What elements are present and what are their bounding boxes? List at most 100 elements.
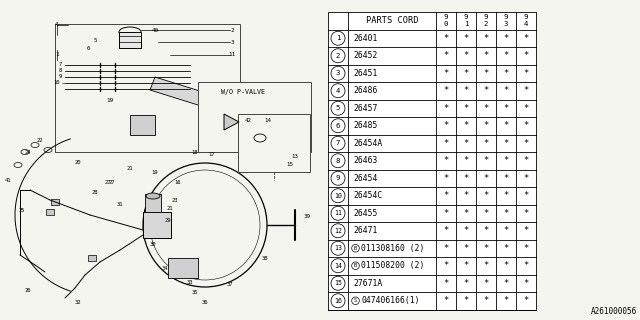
Text: 7: 7 [336, 140, 340, 146]
Text: *: * [524, 34, 529, 43]
Text: 047406166(1): 047406166(1) [361, 296, 419, 305]
Text: 24: 24 [25, 149, 31, 155]
Text: 26454A: 26454A [353, 139, 382, 148]
Text: *: * [524, 174, 529, 183]
Ellipse shape [229, 101, 237, 115]
Text: 23: 23 [172, 197, 179, 203]
Text: *: * [483, 156, 488, 165]
Text: 37: 37 [227, 283, 233, 287]
Text: 43: 43 [250, 122, 258, 126]
Text: 26451: 26451 [353, 69, 378, 78]
Text: 26485: 26485 [353, 121, 378, 130]
Text: 30: 30 [150, 243, 156, 247]
Text: *: * [463, 139, 468, 148]
Text: 39: 39 [303, 214, 310, 220]
Text: 26455: 26455 [353, 209, 378, 218]
Text: *: * [504, 279, 509, 288]
Bar [328, 12, 536, 309]
Text: 6: 6 [86, 46, 90, 52]
Text: *: * [504, 226, 509, 235]
Text: 1: 1 [464, 21, 468, 27]
Text: *: * [444, 121, 449, 130]
Text: 13: 13 [334, 245, 342, 251]
Text: *: * [504, 261, 509, 270]
Text: 29: 29 [164, 218, 172, 222]
Bar [168, 258, 198, 278]
Text: 26486: 26486 [353, 86, 378, 95]
Text: 26471: 26471 [353, 226, 378, 235]
Text: 26401: 26401 [353, 34, 378, 43]
Text: 4: 4 [524, 21, 528, 27]
Text: 36: 36 [202, 300, 208, 305]
Text: 19: 19 [106, 98, 114, 102]
Text: *: * [524, 51, 529, 60]
Text: *: * [463, 174, 468, 183]
Text: 8: 8 [336, 158, 340, 164]
Text: *: * [444, 86, 449, 95]
Text: S: S [354, 298, 357, 303]
Text: *: * [444, 279, 449, 288]
Text: *: * [463, 261, 468, 270]
Text: *: * [463, 86, 468, 95]
Text: *: * [504, 296, 509, 305]
Text: *: * [463, 226, 468, 235]
Text: 17: 17 [209, 153, 215, 157]
Text: *: * [463, 244, 468, 253]
Text: 41: 41 [4, 178, 12, 182]
Polygon shape [224, 114, 239, 130]
Text: *: * [483, 121, 488, 130]
Text: 33: 33 [187, 279, 193, 284]
Text: 34: 34 [162, 266, 168, 270]
Text: 11: 11 [334, 210, 342, 216]
Text: 9: 9 [484, 14, 488, 20]
Text: *: * [483, 244, 488, 253]
Text: *: * [524, 156, 529, 165]
Text: 9: 9 [524, 14, 528, 20]
Text: *: * [444, 244, 449, 253]
Text: *: * [483, 296, 488, 305]
Text: *: * [483, 209, 488, 218]
Text: W/O P-VALVE: W/O P-VALVE [221, 89, 265, 95]
Text: 19: 19 [152, 170, 158, 174]
Text: *: * [444, 174, 449, 183]
Text: *: * [444, 226, 449, 235]
Text: 011308160 (2): 011308160 (2) [361, 244, 424, 253]
Text: *: * [463, 69, 468, 78]
Text: *: * [524, 69, 529, 78]
Text: *: * [504, 139, 509, 148]
Text: 22: 22 [36, 138, 44, 142]
Text: *: * [483, 104, 488, 113]
Text: 26: 26 [25, 287, 31, 292]
Text: 2: 2 [336, 53, 340, 59]
Text: *: * [524, 244, 529, 253]
Text: 38: 38 [262, 255, 268, 260]
Text: *: * [483, 191, 488, 200]
Text: 0: 0 [444, 21, 448, 27]
Text: 9: 9 [464, 14, 468, 20]
Text: *: * [444, 261, 449, 270]
Text: 4: 4 [336, 88, 340, 94]
Text: 2: 2 [230, 28, 234, 33]
Text: 20: 20 [75, 159, 81, 164]
Text: *: * [463, 156, 468, 165]
Text: 6: 6 [336, 123, 340, 129]
Text: 10: 10 [54, 81, 60, 85]
Text: A261000056: A261000056 [591, 307, 637, 316]
Bar [198, 82, 311, 152]
Text: *: * [504, 69, 509, 78]
Text: 21: 21 [127, 165, 133, 171]
Text: 15: 15 [287, 163, 294, 167]
Text: *: * [504, 244, 509, 253]
Text: *: * [483, 69, 488, 78]
Text: 42: 42 [244, 117, 252, 123]
Text: 15: 15 [334, 280, 342, 286]
Text: 18: 18 [192, 149, 198, 155]
Text: *: * [444, 104, 449, 113]
Text: 12: 12 [334, 228, 342, 234]
Text: *: * [504, 86, 509, 95]
Text: 3: 3 [230, 39, 234, 44]
Text: 26454C: 26454C [353, 191, 382, 200]
Text: 11: 11 [228, 52, 236, 58]
Text: 31: 31 [116, 203, 124, 207]
Text: 9: 9 [444, 14, 448, 20]
